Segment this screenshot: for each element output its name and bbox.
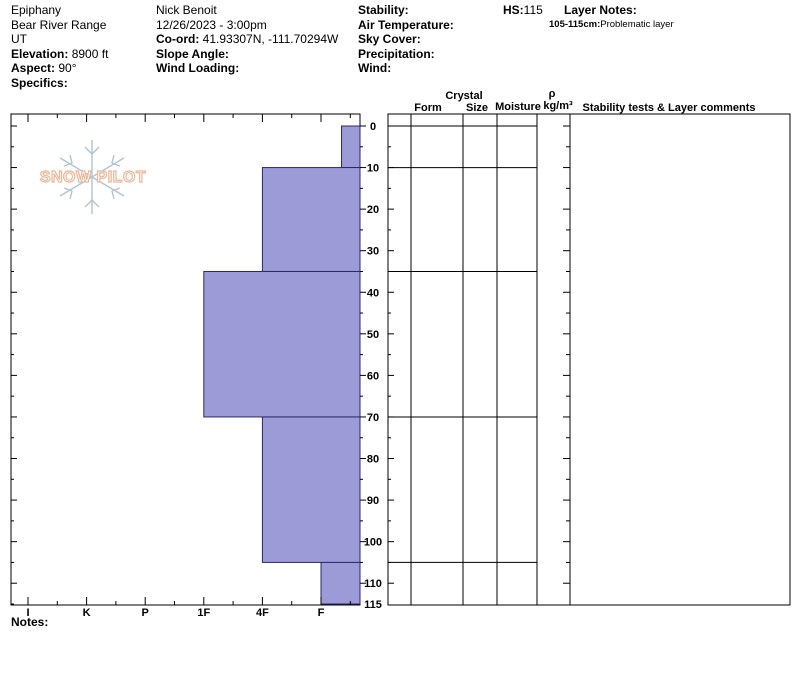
layer-table-frame: [387, 113, 791, 606]
logo-text: SNOW PILOT: [40, 169, 146, 186]
layer-note: 105-115cm:Problematic layer: [549, 18, 674, 33]
depth-label-80: 80: [367, 454, 379, 466]
hardness-label-P: P: [142, 607, 149, 619]
depth-label-50: 50: [367, 329, 379, 341]
hardness-label-4F: 4F: [256, 607, 269, 619]
slope-angle-label: Slope Angle:: [156, 46, 229, 61]
hardness-layer-1: [341, 125, 361, 169]
state: UT: [11, 32, 27, 46]
elevation-label: Elevation:: [11, 46, 69, 61]
specifics-label: Specifics:: [11, 75, 68, 90]
depth-label-40: 40: [367, 287, 379, 299]
precipitation-label: Precipitation:: [358, 46, 435, 61]
observer-name: Nick Benoit: [156, 3, 217, 17]
layer-note-text: Problematic layer: [600, 19, 674, 30]
depth-label-115: 115: [364, 599, 382, 611]
snowflake-icon: [59, 140, 125, 214]
depth-label-60: 60: [367, 370, 379, 382]
density-symbol: ρ: [549, 88, 556, 100]
aspect: Aspect: 90°: [11, 61, 108, 76]
comments-header: Stability tests & Layer comments: [582, 102, 755, 114]
elevation: Elevation: 8900 ft: [11, 47, 108, 62]
depth-label-10: 10: [367, 163, 379, 175]
hardness-label-I: I: [26, 607, 29, 619]
depth-label-20: 20: [367, 204, 379, 216]
header-conditions: Stability: Air Temperature: Sky Cover: P…: [358, 3, 454, 76]
wind-loading-label: Wind Loading:: [156, 61, 240, 75]
wind-label: Wind:: [358, 61, 392, 75]
density-units: kg/m³: [543, 100, 573, 112]
coord-label: Co-ord:: [156, 32, 200, 46]
hs-label: HS:: [503, 3, 524, 17]
aspect-value: 90°: [58, 61, 77, 75]
moisture-header: Moisture: [495, 101, 541, 113]
observation-datetime: 12/26/2023 - 3:00pm: [156, 17, 267, 32]
size-header: Size: [466, 102, 488, 114]
hs-value: 115: [523, 3, 543, 17]
header-observation-info: Nick Benoit 12/26/2023 - 3:00pm Co-ord: …: [156, 3, 338, 76]
depth-label-0: 0: [370, 121, 376, 133]
hardness-label-1F: 1F: [197, 607, 210, 619]
coord-value: 41.93307N, -111.70294W: [202, 32, 339, 46]
aspect-label: Aspect:: [11, 61, 56, 75]
location-name: Epiphany: [11, 3, 62, 17]
form-header: Form: [414, 102, 442, 114]
air-temperature-label: Air Temperature:: [358, 17, 454, 32]
sky-cover-label: Sky Cover:: [358, 32, 421, 46]
mountain-range: Bear River Range: [11, 17, 107, 32]
depth-label-110: 110: [364, 578, 382, 590]
hardness-layer-2: [261, 167, 361, 272]
depth-label-100: 100: [364, 537, 382, 549]
hardness-layer-3: [203, 270, 361, 418]
depth-label-70: 70: [367, 412, 379, 424]
stability-label: Stability:: [358, 3, 409, 17]
header-site-info: Epiphany Bear River Range UT Elevation: …: [11, 3, 108, 90]
snow-height: HS:115: [503, 3, 543, 18]
hardness-layer-4: [261, 416, 361, 563]
layer-note-range: 105-115cm:: [549, 19, 601, 30]
coordinates: Co-ord: 41.93307N, -111.70294W: [156, 32, 338, 47]
depth-label-90: 90: [367, 495, 379, 507]
depth-label-30: 30: [367, 246, 379, 258]
hardness-label-K: K: [83, 607, 91, 619]
hardness-layer-5: [320, 561, 361, 605]
elevation-value: 8900 ft: [71, 46, 109, 61]
notes-label: Notes:: [11, 615, 49, 629]
crystal-header: Crystal: [445, 90, 482, 102]
hardness-label-F: F: [318, 607, 325, 619]
snowpilot-logo: SNOW PILOT: [39, 140, 146, 214]
layer-notes-label: Layer Notes:: [564, 3, 637, 17]
